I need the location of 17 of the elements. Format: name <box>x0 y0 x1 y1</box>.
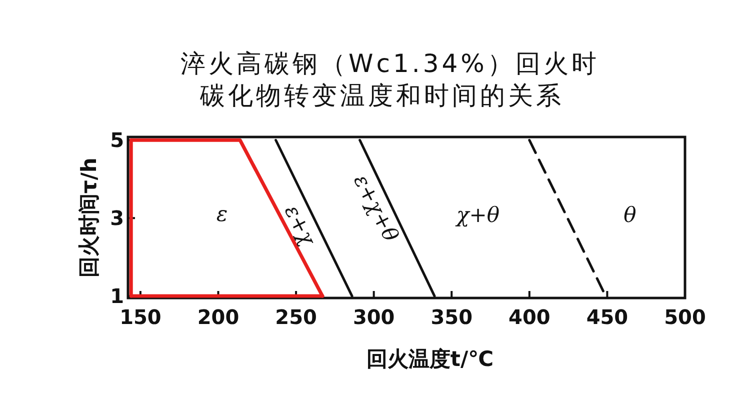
x-axis-title: 回火温度t/℃ <box>366 347 494 371</box>
y-axis-title: 回火时间τ/h <box>77 157 101 278</box>
x-tick-label: 300 <box>352 305 395 329</box>
y-tick-label: 5 <box>110 128 124 152</box>
x-tick-label: 500 <box>664 305 706 329</box>
y-tick-label: 3 <box>110 206 124 230</box>
chart-title: 淬火高碳钢（Wc1.34%）回火时 <box>180 49 600 78</box>
annotation: ε+χ <box>280 201 321 250</box>
x-tick-label: 350 <box>430 305 472 329</box>
x-tick-label: 400 <box>508 305 550 329</box>
chart-subtitle: 碳化物转变温度和时间的关系 <box>199 81 564 110</box>
x-tick-label: 200 <box>197 305 240 329</box>
x-tick-label: 450 <box>586 305 628 329</box>
annotation: θ <box>624 203 637 227</box>
annotation: ε <box>216 202 228 226</box>
x-tick-label: 250 <box>275 305 317 329</box>
annotation: χ+θ <box>454 203 500 227</box>
